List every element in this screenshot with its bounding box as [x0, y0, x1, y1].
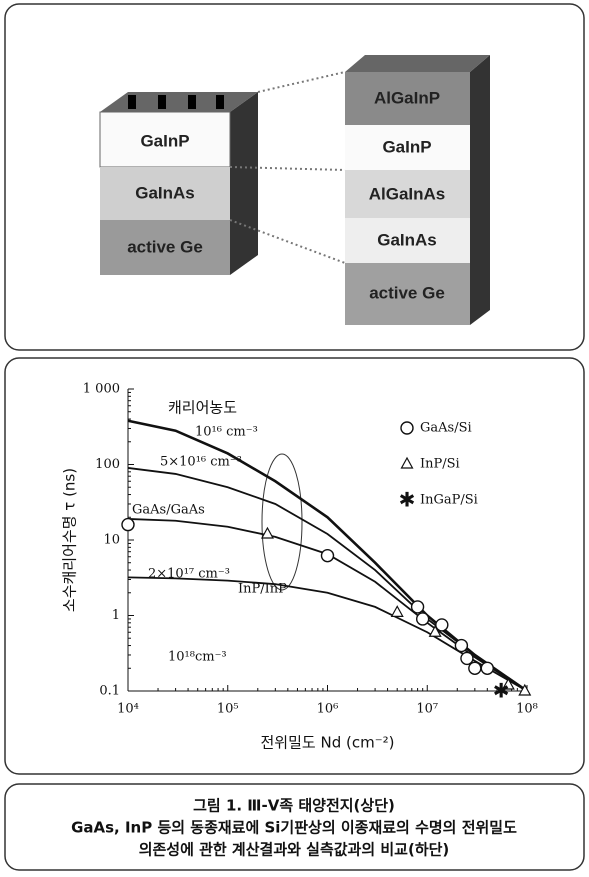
- diagram: GaInP GaInAs active Ge AlGaInP GaInP AlG…: [99, 55, 490, 325]
- layer-label: GaInP: [140, 131, 189, 150]
- y-axis-label: 소수캐리어수명 τ (ns): [61, 468, 79, 612]
- layer-label: GaInP: [382, 137, 431, 156]
- legend-label: InP/Si: [420, 457, 460, 472]
- caption-line: 의존성에 관한 계산결과와 실측값과의 비교(하단): [139, 841, 450, 859]
- x-tick-label: 10⁸: [516, 702, 538, 717]
- data-point: [320, 548, 335, 563]
- curve-label: 5×10¹⁶ cm⁻³: [160, 455, 242, 470]
- x-axis-label: 전위밀도 Nd (cm⁻²): [261, 734, 395, 752]
- side-face: [470, 55, 490, 325]
- y-tick-label: 1: [112, 608, 120, 623]
- data-point: [121, 517, 135, 532]
- layer: [100, 167, 230, 220]
- layer: [99, 111, 231, 168]
- legend-marker: ✱: [399, 488, 416, 512]
- annotation: 캐리어농도: [168, 399, 237, 417]
- layer-label: AlGaInP: [374, 88, 440, 107]
- y-tick-label: 0.1: [99, 684, 120, 699]
- data-point: [460, 651, 474, 666]
- layer-label: GaInAs: [377, 230, 437, 249]
- curve-label: 10¹⁶ cm⁻³: [195, 425, 258, 440]
- diagram-frame: [4, 3, 585, 351]
- caption-line: GaAs, InP 등의 동종재료에 Si기판상의 이종재료의 수명의 전위밀도: [71, 819, 517, 837]
- data-point: [518, 683, 532, 696]
- annotation: GaAs/GaAs: [132, 503, 205, 518]
- y-tick-label: 100: [95, 457, 120, 472]
- x-tick-label: 10⁵: [217, 702, 239, 717]
- curve-label: 10¹⁸cm⁻³: [168, 650, 227, 665]
- layer: [345, 170, 470, 218]
- data-point: [415, 612, 430, 626]
- caption-line: 그림 1. Ⅲ-Ⅴ족 태양전지(상단): [193, 797, 395, 815]
- x-tick-label: 10⁴: [117, 702, 139, 717]
- side-face: [230, 92, 258, 275]
- layer: [345, 125, 470, 170]
- layer: [345, 218, 470, 263]
- layer-label: active Ge: [369, 283, 445, 302]
- caption-frame: [4, 783, 585, 871]
- chart: 0.1 1 10 100 1 000 10⁴ 10⁵ 10⁶ 10⁷ 10⁸ 전위밀도 Nd (cm…: [61, 382, 538, 752]
- data-point: [435, 618, 449, 632]
- data-point: [260, 526, 274, 539]
- layer: [345, 72, 470, 125]
- data-point: [480, 661, 495, 675]
- x-tick-label: 10⁶: [317, 702, 339, 717]
- legend-marker: [400, 421, 414, 435]
- data-point: [454, 638, 469, 653]
- data-point: [428, 625, 442, 637]
- legend-label: InGaP/Si: [420, 493, 478, 508]
- legend-label: GaAs/Si: [420, 421, 472, 436]
- curve: [127, 518, 528, 692]
- x-tick-label: 10⁷: [416, 702, 438, 717]
- layer-label: active Ge: [127, 237, 203, 256]
- y-tick-label: 1 000: [83, 382, 120, 397]
- data-point: [468, 661, 482, 675]
- layer-label: AlGaInAs: [369, 184, 446, 203]
- data-point: [390, 605, 404, 617]
- curve: [127, 576, 528, 692]
- data-point: ✱: [493, 679, 510, 703]
- data-point: [410, 600, 425, 614]
- top-face: [345, 55, 490, 72]
- layer: [100, 220, 230, 275]
- chart-frame: [4, 357, 585, 775]
- layer-label: GaInAs: [135, 183, 195, 202]
- data-point: [501, 677, 515, 690]
- layer: [345, 263, 470, 325]
- bracket-ellipse: [261, 453, 303, 591]
- legend-marker: [400, 456, 414, 469]
- y-tick-label: 10: [103, 533, 120, 548]
- annotation: InP/InP: [238, 582, 287, 597]
